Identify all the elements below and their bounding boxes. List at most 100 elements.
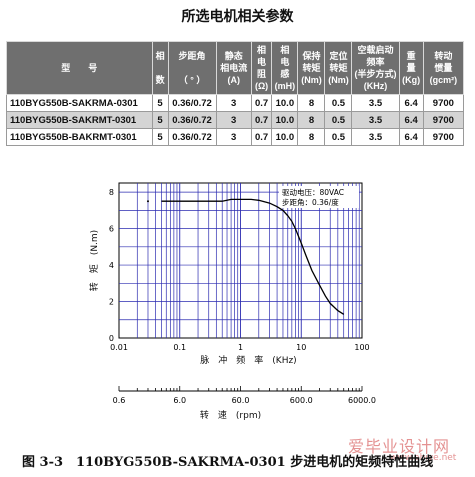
y-tick-label: 8 xyxy=(109,188,114,197)
value-cell: 6.4 xyxy=(398,128,424,146)
value-cell: 3.5 xyxy=(351,128,400,146)
value-cell: 10.0 xyxy=(271,94,299,112)
x-tick-label: 10 xyxy=(296,343,306,352)
value-cell: 0.36/0.72 xyxy=(167,128,217,146)
value-cell: 9700 xyxy=(422,128,465,146)
value-cell: 10.0 xyxy=(271,128,299,146)
value-cell: 9700 xyxy=(422,94,465,112)
rpm-tick-label: 6.0 xyxy=(173,396,186,405)
value-cell: 5 xyxy=(151,111,169,129)
table-header-cell: 相电感 (mH) xyxy=(271,41,299,95)
y-tick-label: 2 xyxy=(109,298,114,307)
header-line: (A) xyxy=(227,75,240,85)
rpm-axis-label: 转 速 (rpm) xyxy=(200,409,261,421)
figure-caption: 图 3-3 110BYG550B-SAKRMA-0301 步进电机的矩频特性曲线 xyxy=(22,455,434,470)
table-header-cell: 相数 xyxy=(151,41,169,95)
y-tick-label: 4 xyxy=(109,261,114,270)
rpm-tick-label: 0.6 xyxy=(113,396,126,405)
y-tick-label: 6 xyxy=(109,225,114,234)
header-line: (KHz) xyxy=(363,81,388,91)
header-line: 相电流 xyxy=(220,63,248,73)
header-line: (Ω) xyxy=(254,81,269,91)
table-header-cell: 相电阻 (Ω) xyxy=(250,41,273,95)
value-cell: 3.5 xyxy=(351,111,400,129)
rpm-tick-label: 60.0 xyxy=(232,396,250,405)
header-line: 电 xyxy=(257,57,267,67)
table-header-cell: 步距角 （ ° ） xyxy=(167,41,217,95)
value-cell: 10.0 xyxy=(271,111,299,129)
header-line: 频率 xyxy=(366,57,385,67)
header-line: 型 号 xyxy=(61,63,98,73)
annotation-box xyxy=(279,186,359,208)
torque-curve xyxy=(161,198,345,315)
header-line: (Kg) xyxy=(402,75,421,85)
page-title: 所选电机相关参数 xyxy=(181,9,294,25)
header-line: (gcm²) xyxy=(429,75,458,85)
header-line: 数 xyxy=(155,75,165,85)
table-header-row: 型 号相数步距角（ ° ）静态 相电流 (A) 相电阻 (Ω) 相电感 (mH) 保持 转矩 (N… xyxy=(6,41,465,95)
header-line: 相 xyxy=(257,45,267,55)
header-line: 相 xyxy=(280,45,290,55)
value-cell: 3 xyxy=(215,111,252,129)
table-header-cell: 重量 (Kg) xyxy=(398,41,424,95)
value-cell: 8 xyxy=(297,94,326,112)
header-line: (Nm) xyxy=(301,75,322,85)
value-cell: 3 xyxy=(215,94,252,112)
table-row: 110BYG550B-SAKRMA-0301 5 0.36/0.72 3 0.7 10.0… xyxy=(6,94,465,112)
header-line: 感 xyxy=(280,69,290,79)
header-line: 转矩 xyxy=(329,63,348,73)
table-row: 110BYG550B-BAKRMT-0301 5 0.36/0.72 3 0.7 10.0… xyxy=(6,128,465,146)
model-cell: 110BYG550B-BAKRMT-0301 xyxy=(6,128,153,146)
header-line: (Nm) xyxy=(328,75,349,85)
annotation-line: 驱动电压：80VAC xyxy=(282,187,344,197)
header-line: 保持 xyxy=(302,51,321,61)
table-body: 110BYG550B-SAKRMA-0301 5 0.36/0.72 3 0.7 10.0… xyxy=(6,94,465,146)
header-line: 电 xyxy=(280,57,290,67)
header-line: 转矩 xyxy=(302,63,321,73)
header-line: 静态 xyxy=(224,51,243,61)
value-cell: 6.4 xyxy=(398,111,424,129)
value-cell: 9700 xyxy=(422,111,465,129)
torque-frequency-chart: 驱动电压：80VAC 步距角：0.36/度 0 2 4 6 8 0.01 0.1 1 10 100 转 … xyxy=(0,175,475,425)
header-line: 惯量 xyxy=(434,63,453,73)
table-header-cell: 定位转矩 (Nm) xyxy=(324,41,353,95)
value-cell: 0.7 xyxy=(250,94,273,112)
header-line: 步距角 xyxy=(178,51,206,61)
value-cell: 0.5 xyxy=(324,94,353,112)
x-tick-label: 100 xyxy=(354,343,369,352)
value-cell: 0.7 xyxy=(250,128,273,146)
value-cell: 5 xyxy=(151,128,169,146)
table-row: 110BYG550B-SAKRMT-0301 5 0.36/0.72 3 0.7 10.0… xyxy=(6,111,465,129)
y-axis-label: 转 矩 (N.m) xyxy=(88,230,100,291)
header-line: 量 xyxy=(406,63,416,73)
value-cell: 8 xyxy=(297,128,326,146)
header-line: 定位 xyxy=(329,51,348,61)
table-header-cell: 转动惯量 (gcm²) xyxy=(422,41,465,95)
header-line: （ ° ） xyxy=(178,75,206,85)
header-line: 转动 xyxy=(434,51,453,61)
header-line: (半步方式) xyxy=(354,69,397,79)
value-cell: 8 xyxy=(297,111,326,129)
spec-table: 型 号相数步距角（ ° ）静态 相电流 (A) 相电阻 (Ω) 相电感 (mH) 保持 转矩 (N… xyxy=(6,41,465,146)
rpm-tick-label: 6000.0 xyxy=(348,396,376,405)
value-cell: 3.5 xyxy=(351,94,400,112)
header-line: 阻 xyxy=(257,69,267,79)
header-line: 相 xyxy=(155,51,165,61)
value-cell: 0.5 xyxy=(324,111,353,129)
table-header-cell: 静态相电流 (A) xyxy=(215,41,252,95)
model-cell: 110BYG550B-SAKRMT-0301 xyxy=(6,111,153,129)
value-cell: 0.36/0.72 xyxy=(167,111,217,129)
x-tick-label: 0.01 xyxy=(110,343,128,352)
value-cell: 0.7 xyxy=(250,111,273,129)
value-cell: 3 xyxy=(215,128,252,146)
header-line: 空载启动 xyxy=(357,45,394,55)
value-cell: 6.4 xyxy=(398,94,424,112)
header-line: 重 xyxy=(406,51,416,61)
model-cell: 110BYG550B-SAKRMA-0301 xyxy=(6,94,153,112)
value-cell: 0.36/0.72 xyxy=(167,94,217,112)
data-point xyxy=(146,200,149,203)
table-header-cell: 空载启动频率 (半步方式) (KHz) xyxy=(351,41,400,95)
value-cell: 5 xyxy=(151,94,169,112)
x-tick-label: 1 xyxy=(238,343,243,352)
watermark-logo: 爱毕业设计网 xyxy=(348,437,451,456)
